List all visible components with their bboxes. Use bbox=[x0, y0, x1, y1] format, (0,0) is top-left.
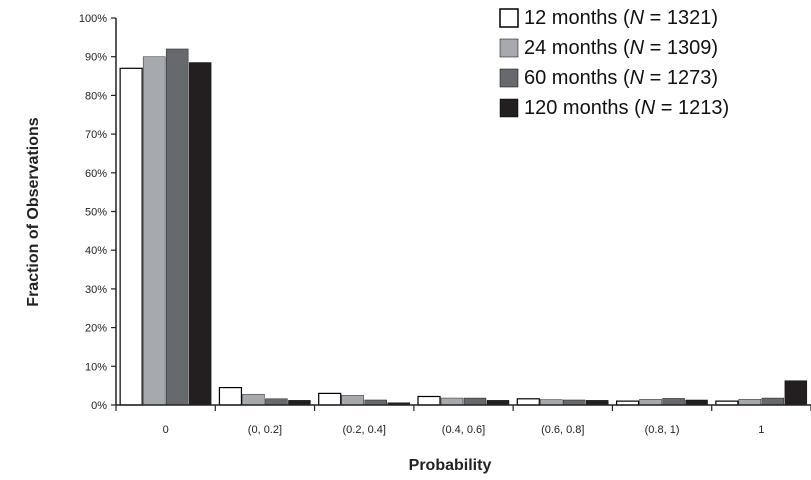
x-tick-label: (0.4, 0.6] bbox=[442, 424, 485, 436]
y-tick-label: 20% bbox=[85, 323, 107, 335]
bar bbox=[639, 398, 662, 406]
x-axis-title: Probability bbox=[409, 457, 492, 474]
bar bbox=[242, 393, 265, 406]
legend: 12 months (N = 1321) 24 months (N = 1309)… bbox=[499, 7, 729, 119]
bar bbox=[761, 397, 785, 406]
bar bbox=[540, 399, 563, 406]
bar bbox=[119, 67, 143, 406]
bar bbox=[417, 395, 441, 406]
y-tick-label: 90% bbox=[85, 52, 107, 64]
y-tick-label: 40% bbox=[85, 245, 107, 257]
legend-label: 120 months (N = 1213) bbox=[524, 97, 729, 119]
bar bbox=[463, 397, 487, 406]
y-tick-label: 30% bbox=[85, 284, 107, 296]
legend-swatch bbox=[499, 8, 519, 28]
bar bbox=[188, 62, 212, 406]
x-tick-label: (0.8, 1) bbox=[645, 424, 680, 436]
y-tick-label: 80% bbox=[85, 90, 107, 102]
legend-label: 24 months (N = 1309) bbox=[524, 37, 718, 59]
bar bbox=[165, 48, 189, 406]
y-tick-label: 50% bbox=[85, 207, 107, 219]
y-tick-label: 0% bbox=[91, 400, 107, 412]
bar bbox=[738, 398, 762, 406]
bar bbox=[685, 399, 708, 406]
bar bbox=[364, 399, 387, 406]
bar bbox=[142, 56, 166, 406]
bar bbox=[265, 398, 288, 406]
bar bbox=[563, 399, 586, 406]
x-axis: 0 (0, 0.2] (0.2, 0.4] (0.4, 0.6] (0.6, 0.8] (… bbox=[115, 405, 811, 436]
x-tick-label: (0, 0.2] bbox=[248, 424, 282, 436]
x-tick-label: 1 bbox=[758, 424, 764, 436]
legend-swatch bbox=[499, 68, 519, 88]
bars-group bbox=[119, 48, 808, 406]
bar bbox=[662, 398, 685, 406]
y-tick-label: 60% bbox=[85, 168, 107, 180]
y-tick-label: 70% bbox=[85, 129, 107, 141]
bar bbox=[318, 392, 342, 406]
bar bbox=[784, 380, 808, 406]
legend-label: 12 months (N = 1321) bbox=[524, 7, 718, 29]
x-tick-label: (0.6, 0.8] bbox=[541, 424, 584, 436]
y-tick-label: 100% bbox=[79, 13, 107, 25]
x-tick-label: 0 bbox=[163, 424, 169, 436]
y-axis-title: Fraction of Observations bbox=[25, 117, 42, 306]
legend-swatch bbox=[499, 98, 519, 118]
bar bbox=[341, 395, 364, 406]
x-tick-label: (0.2, 0.4] bbox=[343, 424, 386, 436]
y-tick-label: 10% bbox=[85, 361, 107, 373]
bar bbox=[218, 386, 243, 406]
bar bbox=[440, 397, 464, 406]
y-axis: 0% 10% 20% 30% 40% 50% 60% 70% 80% 90% 100% bbox=[79, 13, 116, 412]
legend-label: 60 months (N = 1273) bbox=[524, 67, 718, 89]
bar bbox=[516, 398, 540, 406]
legend-swatch bbox=[499, 38, 519, 58]
